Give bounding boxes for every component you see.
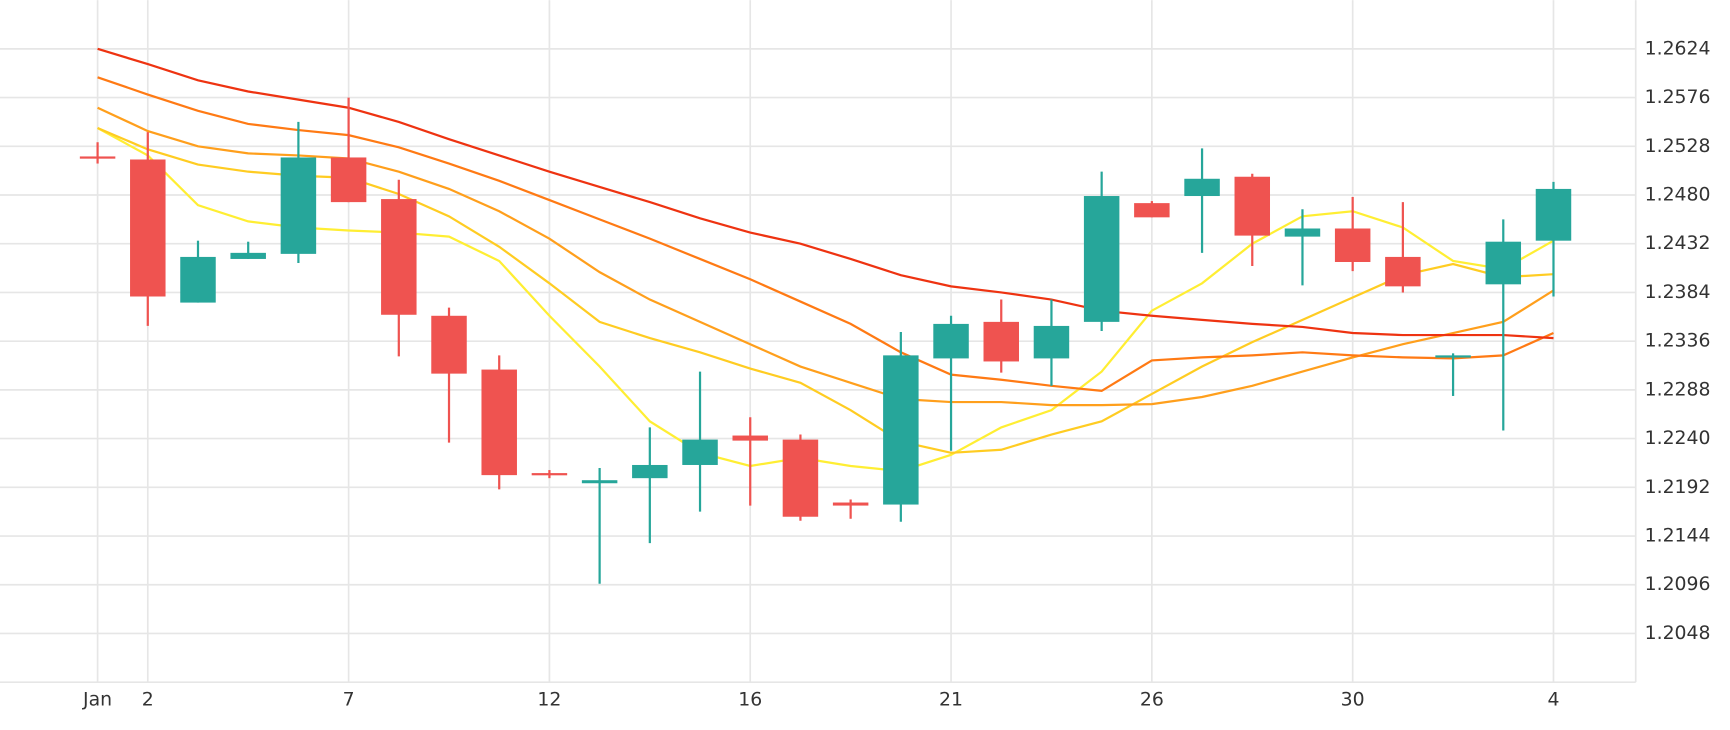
candle-body bbox=[883, 355, 919, 505]
candle-body bbox=[782, 439, 819, 517]
candle-body bbox=[230, 252, 266, 259]
candle-body bbox=[832, 502, 869, 506]
candle-body bbox=[431, 315, 467, 374]
candle-body bbox=[1535, 188, 1572, 241]
candle-body bbox=[632, 464, 668, 479]
candles bbox=[79, 97, 1572, 584]
candle-body bbox=[1435, 355, 1471, 358]
x-tick-label: 12 bbox=[537, 689, 561, 710]
candle-body bbox=[732, 435, 768, 441]
candle-body bbox=[180, 256, 216, 303]
y-tick-label: 1.2384 bbox=[1645, 282, 1711, 303]
candle-body bbox=[1083, 196, 1120, 322]
x-tick-label: 21 bbox=[939, 689, 963, 710]
candle-body bbox=[381, 199, 417, 315]
y-tick-label: 1.2288 bbox=[1645, 379, 1711, 400]
y-tick-label: 1.2624 bbox=[1645, 38, 1711, 59]
candle-body bbox=[581, 480, 618, 484]
x-tick-label: 7 bbox=[343, 689, 355, 710]
y-tick-label: 1.2480 bbox=[1645, 185, 1711, 206]
ma-line bbox=[97, 127, 1555, 473]
x-tick-label: 2 bbox=[142, 689, 154, 710]
candle-body bbox=[1485, 241, 1522, 285]
x-tick-label: 26 bbox=[1140, 689, 1164, 710]
candle-body bbox=[531, 473, 568, 476]
candle-body bbox=[933, 323, 969, 359]
x-tick-label: 4 bbox=[1547, 689, 1559, 710]
ma-line bbox=[97, 76, 1554, 393]
y-tick-label: 1.2192 bbox=[1645, 477, 1711, 498]
y-tick-label: 1.2528 bbox=[1645, 136, 1711, 157]
candle-body bbox=[682, 439, 718, 465]
candle-body bbox=[983, 321, 1019, 362]
axis-labels: 1.2048 1.2096 1.2144 1.2192 1.2240 1.2288 1.23… bbox=[82, 38, 1710, 710]
candle-body bbox=[130, 159, 166, 297]
y-tick-label: 1.2576 bbox=[1645, 87, 1711, 108]
y-tick-label: 1.2096 bbox=[1645, 574, 1711, 595]
x-tick-label: 30 bbox=[1341, 689, 1365, 710]
candle-body bbox=[79, 156, 116, 159]
y-tick-label: 1.2336 bbox=[1645, 331, 1711, 352]
candle-body bbox=[1385, 256, 1421, 287]
candle-body bbox=[1033, 325, 1070, 359]
x-tick-label: Jan bbox=[82, 689, 112, 710]
candle-body bbox=[1334, 228, 1371, 262]
grid bbox=[0, 0, 1637, 683]
candle-body bbox=[1234, 176, 1271, 236]
candle-body bbox=[481, 369, 517, 476]
candle-body bbox=[1284, 228, 1321, 237]
y-tick-label: 1.2432 bbox=[1645, 233, 1711, 254]
candle-body bbox=[1134, 203, 1170, 218]
candle-body bbox=[330, 157, 367, 203]
x-tick-label: 16 bbox=[738, 689, 762, 710]
y-tick-label: 1.2240 bbox=[1645, 428, 1711, 449]
y-tick-label: 1.2144 bbox=[1645, 526, 1711, 547]
ma-line bbox=[97, 47, 1554, 340]
candle-body bbox=[280, 157, 317, 254]
y-tick-label: 1.2048 bbox=[1645, 623, 1711, 644]
candle-body bbox=[1184, 178, 1220, 197]
